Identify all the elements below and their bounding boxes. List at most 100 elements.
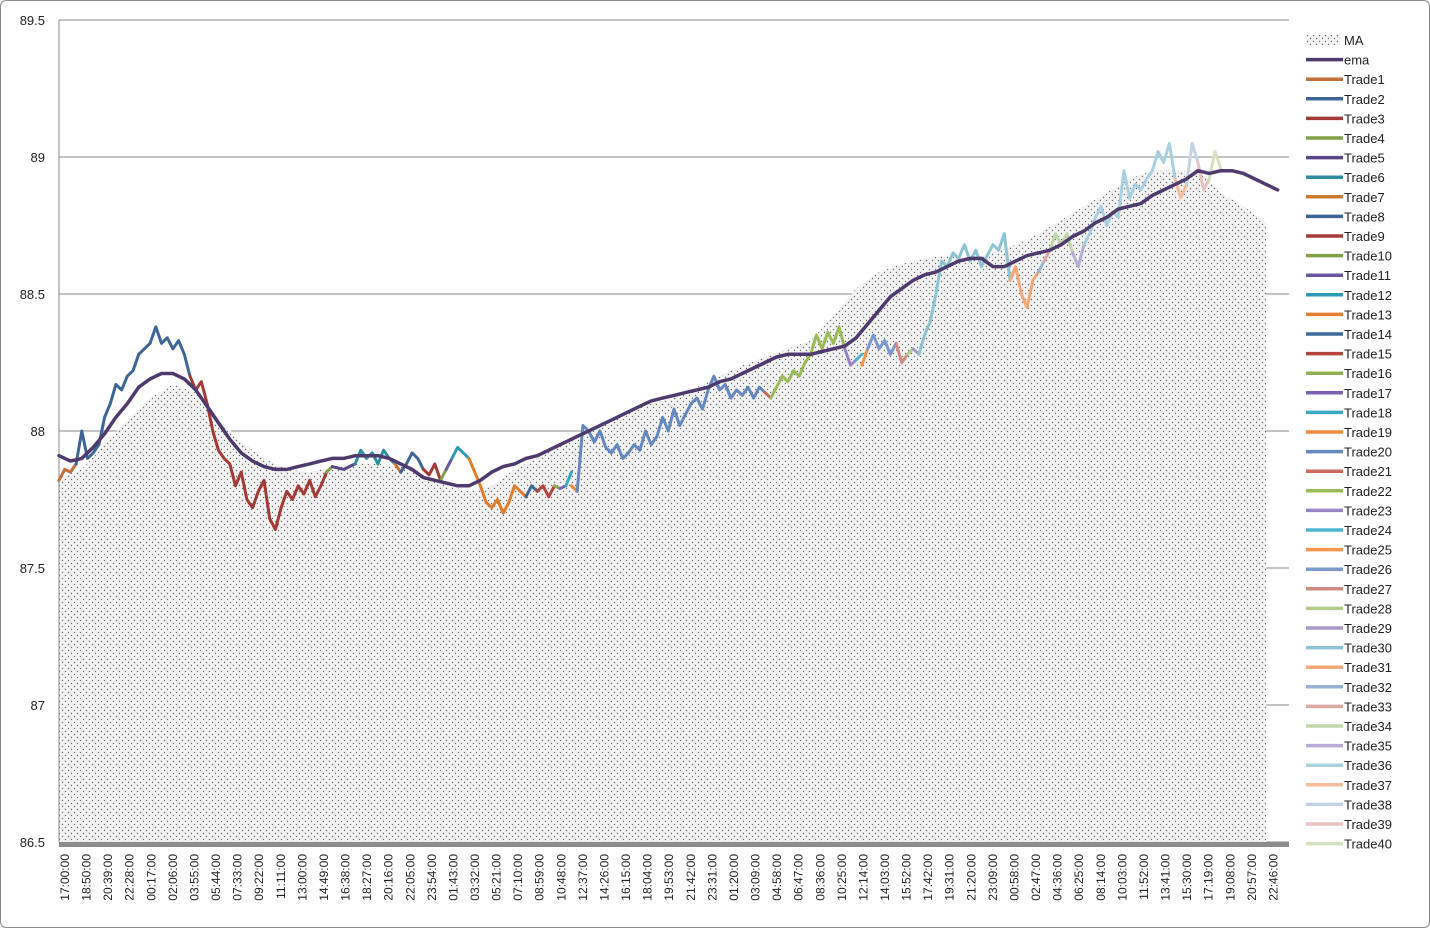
legend-label: Trade27 <box>1344 582 1392 597</box>
legend-item: Trade16 <box>1306 366 1392 381</box>
legend-label: Trade37 <box>1344 778 1392 793</box>
legend-item: Trade23 <box>1306 503 1392 518</box>
x-tick-label: 10:48:00 <box>554 854 568 901</box>
legend-item: Trade10 <box>1306 249 1392 264</box>
legend-item: Trade25 <box>1306 543 1392 558</box>
legend-label: Trade31 <box>1344 660 1392 675</box>
x-tick-label: 03:32:00 <box>468 854 482 901</box>
series-trade22 <box>769 325 847 400</box>
x-tick-label: 05:21:00 <box>490 854 504 901</box>
series-trade11 <box>444 456 454 471</box>
x-tick-label: 05:44:00 <box>209 854 223 901</box>
ma-area-fill <box>59 170 1267 842</box>
x-tick-label: 20:16:00 <box>382 854 396 901</box>
legend-label: Trade10 <box>1344 249 1392 264</box>
y-tick-label: 87.5 <box>20 561 45 576</box>
x-tick-label: 21:20:00 <box>964 854 978 901</box>
x-tick-label: 16:15:00 <box>619 854 633 901</box>
legend-label: Trade34 <box>1344 719 1392 734</box>
legend-item: ema <box>1306 53 1370 68</box>
legend-label: Trade25 <box>1344 543 1392 558</box>
legend-item: Trade11 <box>1306 268 1391 283</box>
legend-label: Trade6 <box>1344 170 1385 185</box>
series-trade1 <box>57 462 78 482</box>
legend-label: Trade21 <box>1344 464 1392 479</box>
x-tick-label: 01:43:00 <box>446 854 460 901</box>
legend-item: Trade5 <box>1306 151 1385 166</box>
x-tick-label: 18:04:00 <box>641 854 655 901</box>
legend-swatch-ma <box>1306 35 1340 45</box>
legend-item: Trade30 <box>1306 641 1392 656</box>
legend-item: Trade7 <box>1306 190 1385 205</box>
y-tick-label: 89 <box>31 150 45 165</box>
legend-item: Trade27 <box>1306 582 1392 597</box>
x-tick-label: 07:33:00 <box>231 854 245 901</box>
series-trade27 <box>894 341 909 364</box>
legend-label: Trade30 <box>1344 641 1392 656</box>
legend-item: Trade9 <box>1306 229 1385 244</box>
legend-label: Trade17 <box>1344 386 1392 401</box>
legend-label: Trade13 <box>1344 307 1392 322</box>
x-tick-label: 19:31:00 <box>943 854 957 901</box>
legend-label: Trade24 <box>1344 523 1392 538</box>
legend-label: Trade20 <box>1344 445 1392 460</box>
series-trade7 <box>393 462 403 474</box>
x-tick-label: 18:27:00 <box>360 854 374 901</box>
x-tick-label: 06:25:00 <box>1072 854 1086 901</box>
x-tick-label: 03:09:00 <box>749 854 763 901</box>
series-trade23 <box>843 347 858 367</box>
x-tick-label: 08:36:00 <box>813 854 827 901</box>
series-trade10 <box>439 467 448 482</box>
x-tick-label: 01:20:00 <box>727 854 741 901</box>
x-tick-label: 04:36:00 <box>1051 854 1065 901</box>
x-tick-label: 22:46:00 <box>1266 854 1280 901</box>
legend-label: Trade8 <box>1344 209 1385 224</box>
x-tick-label: 21:42:00 <box>684 854 698 901</box>
legend-label: Trade23 <box>1344 503 1392 518</box>
x-tick-label: 22:28:00 <box>123 854 137 901</box>
legend-label: Trade16 <box>1344 366 1392 381</box>
x-tick-label: 16:38:00 <box>339 854 353 901</box>
legend-item: Trade15 <box>1306 347 1392 362</box>
legend-label: Trade9 <box>1344 229 1385 244</box>
series-trade25 <box>860 347 870 367</box>
legend-item: Trade4 <box>1306 131 1385 146</box>
series-lines <box>57 141 1280 532</box>
series-trade9 <box>421 462 442 482</box>
x-tick-label: 15:52:00 <box>900 854 914 901</box>
x-tick-label: 23:09:00 <box>986 854 1000 901</box>
x-tick-label: 15:30:00 <box>1180 854 1194 901</box>
legend-item: Trade20 <box>1306 445 1392 460</box>
axes <box>58 20 1289 847</box>
legend-label: Trade33 <box>1344 699 1392 714</box>
legend-item: Trade26 <box>1306 562 1392 577</box>
legend-item: Trade8 <box>1306 209 1385 224</box>
legend-item: Trade21 <box>1306 464 1392 479</box>
y-tick-label: 88.5 <box>20 287 45 302</box>
x-tick-label: 11:52:00 <box>1137 854 1151 900</box>
legend-label: Trade14 <box>1344 327 1392 342</box>
legend-item: Trade39 <box>1306 817 1392 832</box>
x-tick-label: 00:58:00 <box>1008 854 1022 901</box>
x-tick-label: 22:05:00 <box>403 854 417 901</box>
series-trade36 <box>1082 141 1177 247</box>
legend-label: MA <box>1344 33 1364 48</box>
series-trade18 <box>564 470 573 488</box>
legend-item: Trade28 <box>1306 601 1392 616</box>
x-tick-label: 02:47:00 <box>1029 854 1043 901</box>
legend-item: Trade17 <box>1306 386 1392 401</box>
legend-item: Trade40 <box>1306 837 1392 852</box>
x-tick-label: 19:08:00 <box>1223 854 1237 901</box>
legend-label: Trade39 <box>1344 817 1392 832</box>
legend-item: MA <box>1306 33 1364 48</box>
y-axis-ticks: 86.5 87 87.5 88 88.5 89 89.5 <box>20 13 45 850</box>
x-tick-label: 13:00:00 <box>295 854 309 901</box>
x-tick-label: 14:26:00 <box>598 854 612 901</box>
legend-item: Trade3 <box>1306 111 1385 126</box>
x-tick-label: 07:10:00 <box>511 854 525 901</box>
legend-item: Trade6 <box>1306 170 1385 185</box>
x-tick-label: 23:54:00 <box>425 854 439 901</box>
legend-label: Trade2 <box>1344 92 1385 107</box>
legend-label: Trade40 <box>1344 837 1392 852</box>
